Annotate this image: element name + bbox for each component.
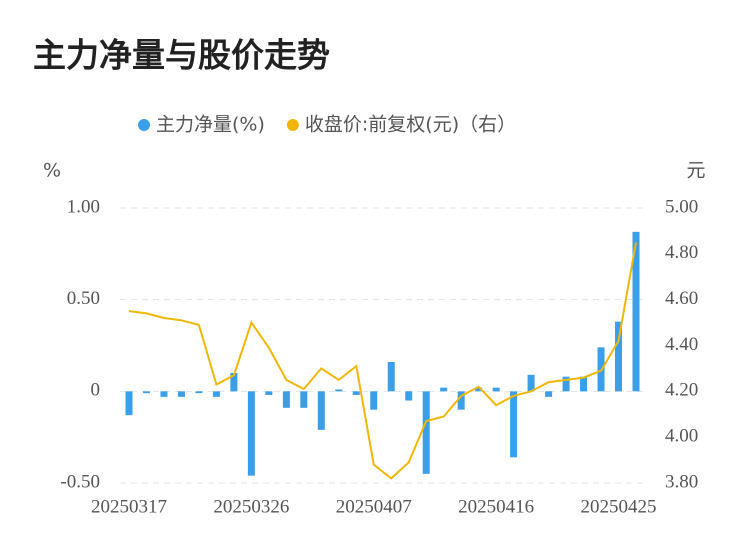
y-tick-label: -0.50 xyxy=(60,471,100,492)
bar xyxy=(335,389,343,392)
bar xyxy=(545,391,553,397)
y-axis-label: % xyxy=(43,160,61,182)
bar xyxy=(615,321,623,392)
y2-tick-label: 5.00 xyxy=(665,196,698,217)
y-tick-label: 0 xyxy=(91,380,101,401)
bar xyxy=(440,387,448,392)
bar xyxy=(125,391,133,416)
y2-tick-label: 4.60 xyxy=(665,288,698,309)
bar xyxy=(212,391,220,397)
y2-tick-label: 4.40 xyxy=(665,334,698,355)
y-tick-label: 1.00 xyxy=(67,196,100,217)
bar xyxy=(195,391,203,394)
bar xyxy=(230,373,238,392)
bar xyxy=(492,387,500,392)
bar xyxy=(510,391,518,458)
y2-tick-label: 4.20 xyxy=(665,380,698,401)
bar xyxy=(247,391,255,476)
bar xyxy=(475,387,483,392)
bar xyxy=(142,391,150,394)
bar xyxy=(580,376,588,392)
legend-label: 主力净量(%) xyxy=(156,114,265,136)
bar xyxy=(632,231,640,392)
legend-label: 收盘价:前复权(元)（右） xyxy=(305,114,516,136)
x-tick-label: 20250317 xyxy=(91,496,167,517)
price-line xyxy=(128,242,637,480)
y2-axis-label: 元 xyxy=(686,160,705,182)
bar xyxy=(265,391,273,395)
bar xyxy=(422,391,430,474)
bar xyxy=(527,374,535,392)
legend-marker xyxy=(138,119,150,131)
x-tick-label: 20250407 xyxy=(336,496,412,517)
bar xyxy=(300,391,308,408)
bar xyxy=(352,391,360,395)
bar xyxy=(177,391,185,397)
y-tick-label: 0.50 xyxy=(67,288,100,309)
x-tick-label: 20250326 xyxy=(213,496,289,517)
chart-title: 主力净量与股价走势 xyxy=(33,36,330,75)
bar xyxy=(387,362,395,392)
legend-marker xyxy=(286,119,299,131)
y2-tick-label: 4.00 xyxy=(665,426,698,447)
x-tick-label: 20250416 xyxy=(458,496,534,517)
x-tick-label: 20250425 xyxy=(581,496,657,517)
bar xyxy=(457,391,465,410)
bar xyxy=(317,391,325,430)
bar xyxy=(370,391,378,410)
bar xyxy=(160,391,168,397)
y2-tick-label: 3.80 xyxy=(665,471,698,492)
bar xyxy=(405,391,413,401)
bar xyxy=(282,391,290,408)
bar xyxy=(562,376,570,392)
y2-tick-label: 4.80 xyxy=(665,242,698,263)
